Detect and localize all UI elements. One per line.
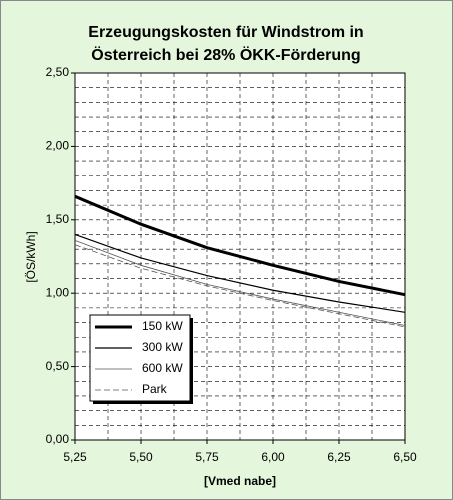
y-tick-label: 1,50: [46, 212, 70, 226]
series-line: [74, 239, 406, 326]
x-tick-label: 6,25: [327, 450, 351, 464]
legend-label: 150 kW: [142, 319, 183, 333]
plot-border: [74, 72, 406, 441]
y-tick-label: 0,50: [46, 359, 70, 373]
legend-label: Park: [142, 382, 168, 396]
x-tick-label: 6,00: [261, 450, 285, 464]
series-line: [74, 233, 406, 313]
legend-label: 600 kW: [142, 361, 183, 375]
y-axis-label: [ÖS/kWh]: [24, 231, 38, 282]
y-tick-label: 0,00: [46, 432, 70, 446]
chart-title: Österreich bei 28% ÖKK-Förderung: [91, 45, 360, 64]
series-line: [74, 194, 406, 297]
x-tick-label: 5,50: [129, 450, 153, 464]
x-tick-label: 5,75: [195, 450, 219, 464]
y-tick-label: 2,00: [46, 139, 70, 153]
y-tick-label: 2,50: [46, 65, 70, 79]
legend: [89, 314, 191, 402]
x-axis-label: [Vmed nabe]: [204, 474, 276, 488]
legend-label: 300 kW: [142, 340, 183, 354]
y-tick-label: 1,00: [46, 285, 70, 299]
series-line: [74, 244, 406, 328]
x-tick-label: 6,50: [393, 450, 417, 464]
chart-title: Erzeugungskosten für Windstrom in: [88, 24, 363, 41]
x-tick-label: 5,25: [63, 450, 87, 464]
